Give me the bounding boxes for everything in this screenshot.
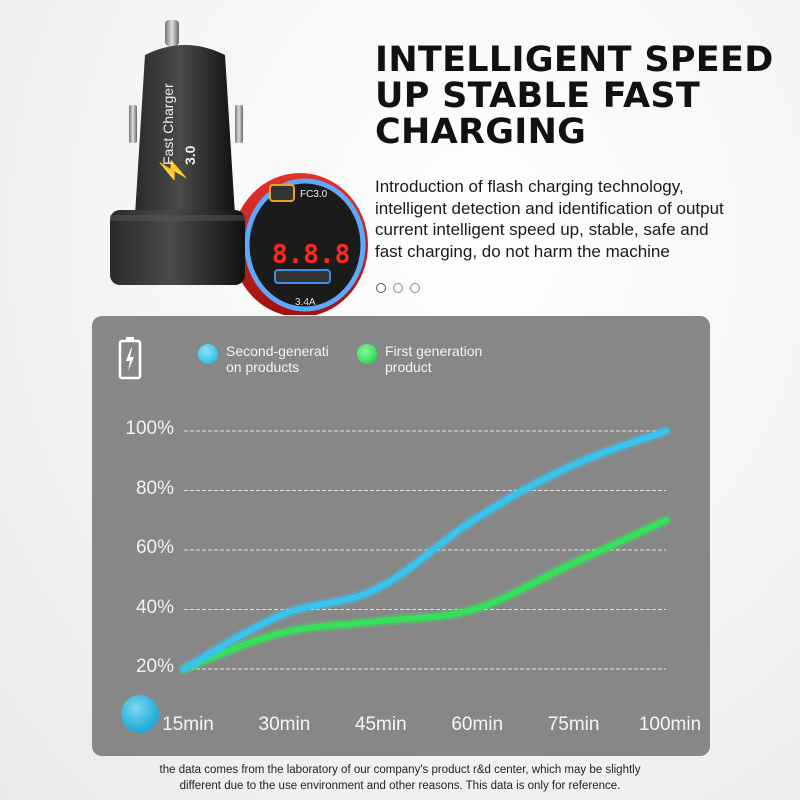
chart-panel: Second-generati on products First genera… <box>92 316 710 756</box>
legend-label-line: product <box>385 359 432 375</box>
x-tick-label: 45min <box>354 714 407 735</box>
series-line-glow <box>178 514 672 675</box>
x-tick-label: 100min <box>638 714 702 735</box>
y-tick-label: 80% <box>135 477 174 499</box>
intro-line: current intelligent speed up, stable, sa… <box>375 220 709 239</box>
intro-text: Introduction of flash charging technolog… <box>375 176 785 262</box>
x-tick-label: 75min <box>547 714 600 735</box>
red-charger-bottom-label: 3.4A <box>295 297 316 308</box>
carousel-dot[interactable] <box>410 283 420 293</box>
red-charger: FC3.0 8.8.8 3.4A <box>232 173 368 315</box>
carousel-dot[interactable] <box>376 283 386 293</box>
carousel-dot[interactable] <box>393 283 403 293</box>
charging-chart <box>178 425 672 675</box>
x-tick-label: 30min <box>258 714 311 735</box>
legend-first-generation: First generation product <box>357 343 503 375</box>
battery-icon <box>118 337 142 380</box>
car-charger-illustration: FC3.0 8.8.8 3.4A ⚡ Fast Charger 3.0 <box>110 20 368 315</box>
legend-swatch <box>357 344 377 364</box>
headline-line: UP STABLE FAST <box>375 76 701 116</box>
intro-line: fast charging, do not harm the machine <box>375 241 670 261</box>
footnote: the data comes from the laboratory of ou… <box>0 762 800 794</box>
headline-line: INTELLIGENT SPEED <box>375 40 774 80</box>
y-tick-label: 20% <box>135 656 174 677</box>
headline-line: CHARGING <box>375 112 587 152</box>
x-tick-label: 15min <box>162 714 214 735</box>
chart-bullet-icon <box>121 695 159 733</box>
y-tick-label: 100% <box>125 418 174 439</box>
legend-label-line: on products <box>226 359 300 375</box>
red-charger-top-label: FC3.0 <box>300 189 328 200</box>
legend-second-generation: Second-generati on products <box>198 343 344 375</box>
x-tick-label: 60min <box>451 714 504 735</box>
y-tick-label: 60% <box>135 537 174 558</box>
footnote-line: different due to the use environment and… <box>179 780 621 792</box>
footnote-line: the data comes from the laboratory of ou… <box>159 764 641 776</box>
headline: INTELLIGENT SPEED UP STABLE FAST CHARGIN… <box>375 42 785 150</box>
legend-label-line: Second-generati <box>226 343 329 359</box>
legend-swatch <box>198 344 218 364</box>
series-line-first-generation <box>181 517 669 672</box>
red-charger-display: 8.8.8 <box>272 240 350 270</box>
black-charger: ⚡ Fast Charger 3.0 <box>110 20 245 285</box>
y-tick-label: 40% <box>135 596 174 618</box>
intro-line: intelligent detection and identification… <box>375 198 724 218</box>
legend-label-line: First generation <box>385 343 483 359</box>
lightning-bolt-icon: ⚡ <box>159 155 187 185</box>
carousel-dots <box>376 283 420 293</box>
intro-line: Introduction of flash charging technolog… <box>375 177 684 196</box>
series-line-second-generation <box>181 428 669 672</box>
black-charger-label: Fast Charger <box>160 83 176 165</box>
black-charger-sublabel: 3.0 <box>182 145 198 165</box>
